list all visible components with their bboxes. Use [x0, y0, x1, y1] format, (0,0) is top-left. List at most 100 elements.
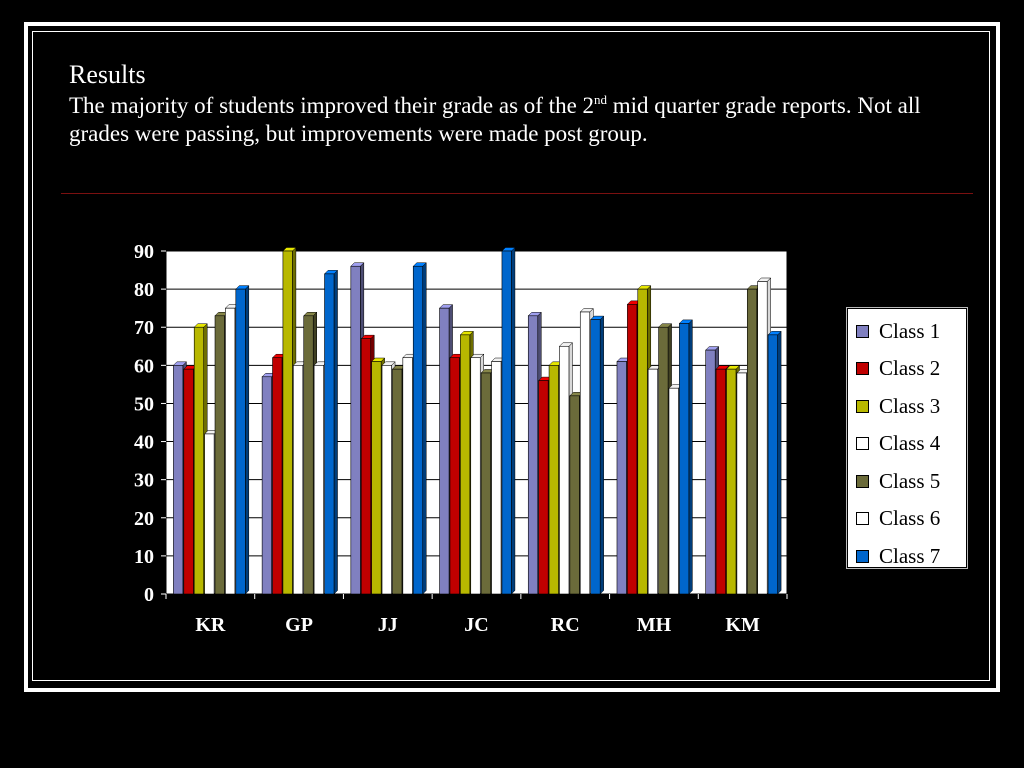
- bar: [412, 265, 424, 595]
- bar: [705, 349, 716, 595]
- legend-label: Class 4: [879, 431, 941, 455]
- bar-side: [511, 246, 516, 595]
- bar: [548, 365, 559, 595]
- slide-body-text-superscript: nd: [594, 92, 608, 107]
- y-tick-label: 60: [134, 355, 154, 377]
- y-axis-ticks: 0 10 20 30 40 50 60 70 80 90: [134, 241, 166, 606]
- bar: [627, 304, 638, 595]
- bar: [460, 334, 471, 595]
- bar: [746, 288, 758, 595]
- bar-side: [245, 285, 250, 595]
- legend-label: Class 3: [879, 393, 941, 418]
- legend-swatch: [856, 474, 869, 488]
- slide-inner-frame: [32, 31, 990, 681]
- bar: [313, 365, 324, 595]
- y-tick-label: 40: [134, 432, 154, 454]
- x-tick-label: RC: [551, 614, 580, 636]
- legend-item: Class 1: [856, 316, 940, 346]
- bar: [324, 273, 335, 595]
- x-tick-label: GP: [285, 614, 313, 636]
- y-tick-label: 0: [144, 584, 154, 606]
- x-tick-label: KM: [725, 614, 760, 636]
- bar: [647, 368, 658, 595]
- bar: [736, 372, 747, 595]
- bar: [726, 368, 737, 595]
- bar: [303, 315, 314, 595]
- legend-item: Class 5: [856, 466, 940, 496]
- legend-swatch: [856, 362, 869, 375]
- bar: [668, 387, 679, 595]
- bar-side: [333, 269, 338, 595]
- slide-title: Results: [69, 60, 146, 89]
- bar: [360, 338, 372, 595]
- bar: [590, 319, 601, 595]
- legend-swatch: [856, 437, 869, 450]
- bar-side: [599, 315, 604, 595]
- bar: [559, 345, 570, 595]
- legend-label: Class 2: [879, 356, 941, 380]
- title-divider-line: [61, 193, 973, 194]
- slide-body-text-part2: mid quarter grade reports. Not all grade…: [69, 93, 921, 146]
- legend-swatch: [856, 512, 869, 525]
- bar: [538, 380, 549, 595]
- bar: [449, 357, 460, 595]
- bar: [381, 365, 392, 595]
- slide-outer-frame: [24, 22, 1000, 692]
- slide-body-text-part1: The majority of students improved their …: [69, 93, 595, 118]
- legend-item: Class 7: [856, 541, 940, 571]
- legend-swatch: [856, 324, 869, 338]
- legend-item: Class 6: [856, 504, 940, 534]
- x-axis-ticks: KR GP JJ JC RC MH KM: [165, 594, 788, 636]
- bar: [282, 250, 293, 595]
- x-tick-label: KR: [195, 614, 226, 636]
- legend-item: Class 2: [856, 354, 940, 384]
- x-tick-label: JJ: [378, 614, 398, 636]
- y-tick-label: 20: [134, 508, 154, 530]
- bar: [658, 326, 669, 595]
- y-tick-label: 80: [134, 279, 154, 301]
- bar: [757, 281, 768, 595]
- slide-body-text: The majority of students improved their …: [69, 92, 959, 148]
- y-tick-label: 30: [134, 470, 154, 492]
- bar-side: [777, 330, 782, 595]
- bar: [392, 368, 403, 595]
- legend-label: Class 1: [879, 318, 941, 343]
- bar: [439, 307, 450, 595]
- bar: [293, 365, 304, 595]
- bar: [183, 368, 194, 595]
- bar: [402, 357, 413, 595]
- bar: [371, 361, 382, 595]
- bar: [491, 361, 502, 595]
- bar: [470, 357, 481, 595]
- bar: [204, 433, 215, 595]
- bar: [261, 376, 272, 595]
- bar: [214, 315, 225, 595]
- x-tick-label: MH: [637, 614, 672, 636]
- legend-label: Class 6: [879, 506, 941, 530]
- bar-side: [688, 319, 693, 595]
- bar: [637, 288, 648, 595]
- bar: [225, 307, 236, 595]
- bar: [193, 326, 205, 595]
- bar: [767, 334, 778, 595]
- bar: [715, 368, 726, 595]
- y-tick-label: 90: [134, 241, 154, 263]
- legend-swatch: [856, 549, 869, 563]
- legend-item: Class 4: [856, 429, 940, 459]
- bar-side: [422, 262, 427, 595]
- bar: [272, 357, 283, 595]
- y-tick-label: 70: [134, 317, 154, 339]
- legend-item: Class 3: [856, 391, 940, 421]
- bar: [235, 288, 246, 595]
- bar: [350, 265, 361, 595]
- chart-legend: Class 1 Class 2 Class 3 Class 4 Class 5 Class…: [846, 307, 968, 571]
- legend-label: Class 5: [879, 468, 941, 493]
- bar: [579, 311, 591, 595]
- y-tick-label: 10: [134, 546, 154, 568]
- legend-label: Class 7: [879, 543, 941, 568]
- x-tick-label: JC: [464, 614, 488, 636]
- legend-swatch: [856, 399, 869, 413]
- bar: [679, 323, 690, 595]
- bar: [501, 250, 512, 595]
